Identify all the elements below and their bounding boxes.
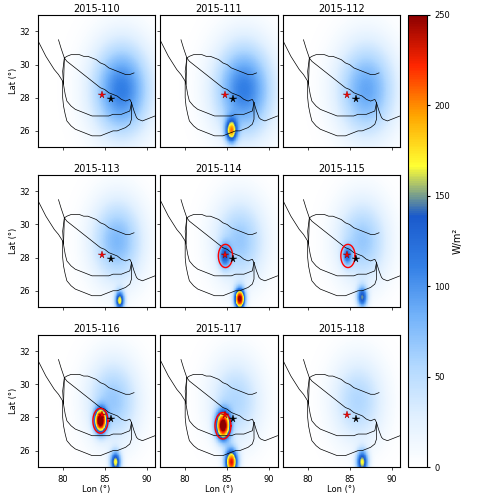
Title: 2015-116: 2015-116	[73, 324, 120, 334]
X-axis label: Lon (°): Lon (°)	[204, 485, 233, 494]
Title: 2015-112: 2015-112	[318, 4, 364, 14]
X-axis label: Lon (°): Lon (°)	[327, 485, 356, 494]
X-axis label: Lon (°): Lon (°)	[82, 485, 110, 494]
Title: 2015-117: 2015-117	[196, 324, 242, 334]
Title: 2015-114: 2015-114	[196, 164, 242, 174]
Y-axis label: Lat (°): Lat (°)	[9, 388, 18, 414]
Title: 2015-115: 2015-115	[318, 164, 364, 174]
Title: 2015-110: 2015-110	[73, 4, 120, 14]
Title: 2015-111: 2015-111	[196, 4, 242, 14]
Title: 2015-118: 2015-118	[318, 324, 364, 334]
Title: 2015-113: 2015-113	[73, 164, 120, 174]
Y-axis label: Lat (°): Lat (°)	[9, 228, 18, 254]
Y-axis label: Lat (°): Lat (°)	[9, 68, 18, 94]
Y-axis label: W/m²: W/m²	[452, 228, 462, 254]
